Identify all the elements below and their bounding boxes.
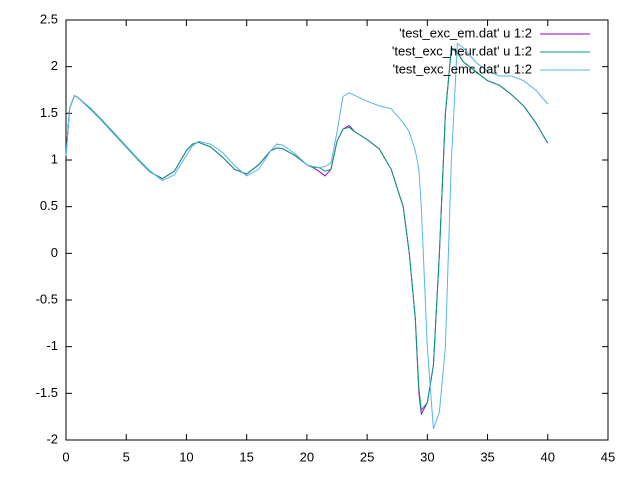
y-tick-label: -1 xyxy=(46,338,58,353)
x-tick-label: 15 xyxy=(239,449,253,464)
y-tick-label: 0.5 xyxy=(40,198,58,213)
x-tick-label: 25 xyxy=(360,449,374,464)
y-tick-label: 2 xyxy=(51,58,58,73)
series-line xyxy=(65,42,549,429)
x-tick-label: 40 xyxy=(541,449,555,464)
series-line xyxy=(65,47,549,416)
y-tick-label: 0 xyxy=(51,245,58,260)
x-tick-label: 20 xyxy=(300,449,314,464)
y-tick-label: 1.5 xyxy=(40,105,58,120)
y-tick-label: -0.5 xyxy=(36,291,58,306)
x-tick-label: 5 xyxy=(123,449,130,464)
y-tick-label: -2 xyxy=(46,431,58,446)
legend-label: 'test_exc_heur.dat' u 1:2 xyxy=(392,43,532,58)
y-tick-label: 2.5 xyxy=(40,11,58,26)
legend-label: 'test_exc_em.dat' u 1:2 xyxy=(399,25,532,40)
series-line xyxy=(65,47,549,412)
x-tick-label: 35 xyxy=(480,449,494,464)
legend-label: 'test_exc_emc.dat' u 1:2 xyxy=(393,61,532,76)
x-tick-label: 0 xyxy=(62,449,69,464)
plot-border xyxy=(65,19,609,441)
x-tick-label: 10 xyxy=(179,449,193,464)
y-tick-label: -1.5 xyxy=(36,385,58,400)
y-tick-label: 1 xyxy=(51,151,58,166)
x-tick-label: 45 xyxy=(601,449,615,464)
x-tick-label: 30 xyxy=(420,449,434,464)
